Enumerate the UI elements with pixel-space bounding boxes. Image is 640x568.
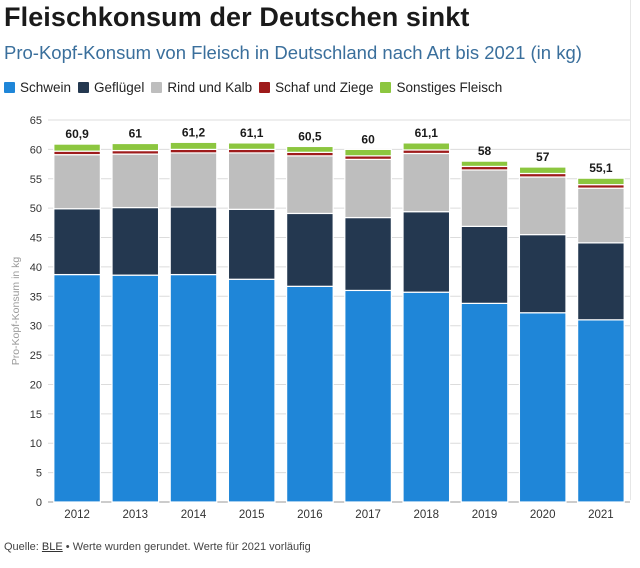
bar-segment (286, 212, 334, 287)
bar-segment (344, 289, 392, 503)
total-label: 60,9 (65, 127, 89, 141)
bar-segment (344, 216, 392, 292)
legend-swatch (4, 82, 15, 93)
legend-item-sonstiges-fleisch[interactable]: Sonstiges Fleisch (380, 80, 502, 95)
bar-segment (227, 208, 276, 280)
y-tick-label: 65 (30, 115, 42, 127)
bar-segment (169, 206, 218, 276)
y-tick-label: 50 (30, 203, 42, 215)
y-tick-label: 25 (30, 350, 42, 362)
bar-segment (402, 152, 451, 213)
bar-segment (460, 169, 509, 227)
bar-segment (227, 142, 276, 150)
legend-item-schaf-und-ziege[interactable]: Schaf und Ziege (259, 80, 373, 95)
bar-segment (518, 176, 567, 236)
bar-segment (227, 152, 276, 210)
legend-item-schwein[interactable]: Schwein (4, 80, 71, 95)
legend-item-rind-und-kalb[interactable]: Rind und Kalb (151, 80, 252, 95)
total-label: 61 (129, 127, 143, 141)
bar-segment (460, 225, 509, 304)
bar-segment (111, 142, 160, 152)
x-tick-label: 2020 (530, 509, 556, 521)
legend-label: Geflügel (94, 80, 145, 95)
x-tick-label: 2012 (64, 509, 90, 521)
bar-segment (111, 206, 160, 276)
right-divider (630, 0, 631, 500)
bar-segment (286, 155, 334, 215)
x-tick-label: 2017 (355, 509, 381, 521)
total-label: 55,1 (589, 161, 613, 175)
y-tick-label: 40 (30, 262, 42, 274)
legend-swatch (151, 82, 163, 93)
source-footer: Quelle: BLE • Werte wurden gerundet. Wer… (4, 541, 311, 553)
y-tick-label: 55 (30, 174, 42, 186)
total-label: 61,1 (415, 126, 439, 140)
bar-segment (169, 141, 218, 150)
legend-label: Schwein (20, 80, 72, 95)
legend-label: Rind und Kalb (167, 80, 253, 95)
bar-segment (402, 291, 451, 503)
bar-segment (344, 158, 392, 219)
legend-label: Schaf und Ziege (275, 80, 374, 95)
bar-segment (111, 274, 160, 503)
total-label: 58 (478, 144, 492, 158)
bar-segment (577, 187, 625, 244)
bar-segment (111, 153, 160, 209)
y-tick-label: 0 (36, 497, 42, 509)
bar-segment (577, 319, 625, 503)
legend-item-gefluegel[interactable]: Geflügel (78, 80, 144, 95)
bar-segment (402, 142, 451, 151)
chart-title: Fleischkonsum der Deutschen sinkt (4, 2, 470, 32)
legend-swatch (78, 82, 90, 93)
bar-segment (169, 152, 218, 208)
legend-swatch (380, 82, 392, 93)
bar-segment (577, 177, 625, 186)
chart-subtitle: Pro-Kopf-Konsum von Fleisch in Deutschla… (4, 42, 582, 63)
y-tick-label: 60 (30, 144, 42, 156)
bar-segment (53, 154, 101, 210)
bar-segment (53, 143, 101, 152)
y-tick-label: 30 (30, 321, 42, 333)
source-label: Quelle: (4, 541, 39, 553)
legend: Schwein Geflügel Rind und Kalb Schaf und… (4, 80, 509, 95)
y-axis-title: Pro-Kopf-Konsum in kg (10, 257, 22, 366)
total-label: 57 (536, 150, 550, 164)
x-tick-label: 2013 (123, 509, 149, 521)
y-tick-label: 35 (30, 291, 42, 303)
y-tick-label: 45 (30, 233, 42, 245)
legend-label: Sonstiges Fleisch (396, 80, 503, 95)
source-link[interactable]: BLE (41, 541, 63, 553)
bar-segment (577, 242, 625, 321)
x-tick-label: 2014 (181, 509, 207, 521)
x-tick-label: 2015 (239, 509, 265, 521)
legend-swatch (259, 82, 271, 93)
x-tick-label: 2016 (297, 509, 323, 521)
bar-segment (402, 211, 451, 293)
y-tick-label: 5 (36, 468, 42, 480)
x-tick-label: 2018 (414, 509, 440, 521)
bar-segment (518, 312, 567, 503)
bar-segment (169, 273, 218, 503)
bar-segment (344, 148, 392, 157)
bar-segment (518, 234, 567, 314)
y-tick-label: 10 (30, 438, 42, 450)
total-label: 61,2 (182, 125, 206, 139)
total-label: 60,5 (298, 129, 322, 143)
y-tick-label: 20 (30, 379, 42, 391)
x-tick-label: 2021 (588, 509, 614, 521)
bar-segment (518, 166, 567, 175)
bar-segment (53, 208, 101, 276)
bar-segment (286, 285, 334, 503)
y-tick-label: 15 (30, 409, 42, 421)
x-tick-label: 2019 (472, 509, 498, 521)
total-label: 60 (361, 132, 375, 146)
bar-segment (53, 273, 101, 503)
total-label: 61,1 (240, 126, 264, 140)
bar-segment (227, 278, 276, 503)
bar-segment (460, 302, 509, 503)
bar-segment (286, 145, 334, 153)
bar-segment (460, 160, 509, 168)
source-note: • Werte wurden gerundet. Werte für 2021 … (65, 541, 311, 553)
